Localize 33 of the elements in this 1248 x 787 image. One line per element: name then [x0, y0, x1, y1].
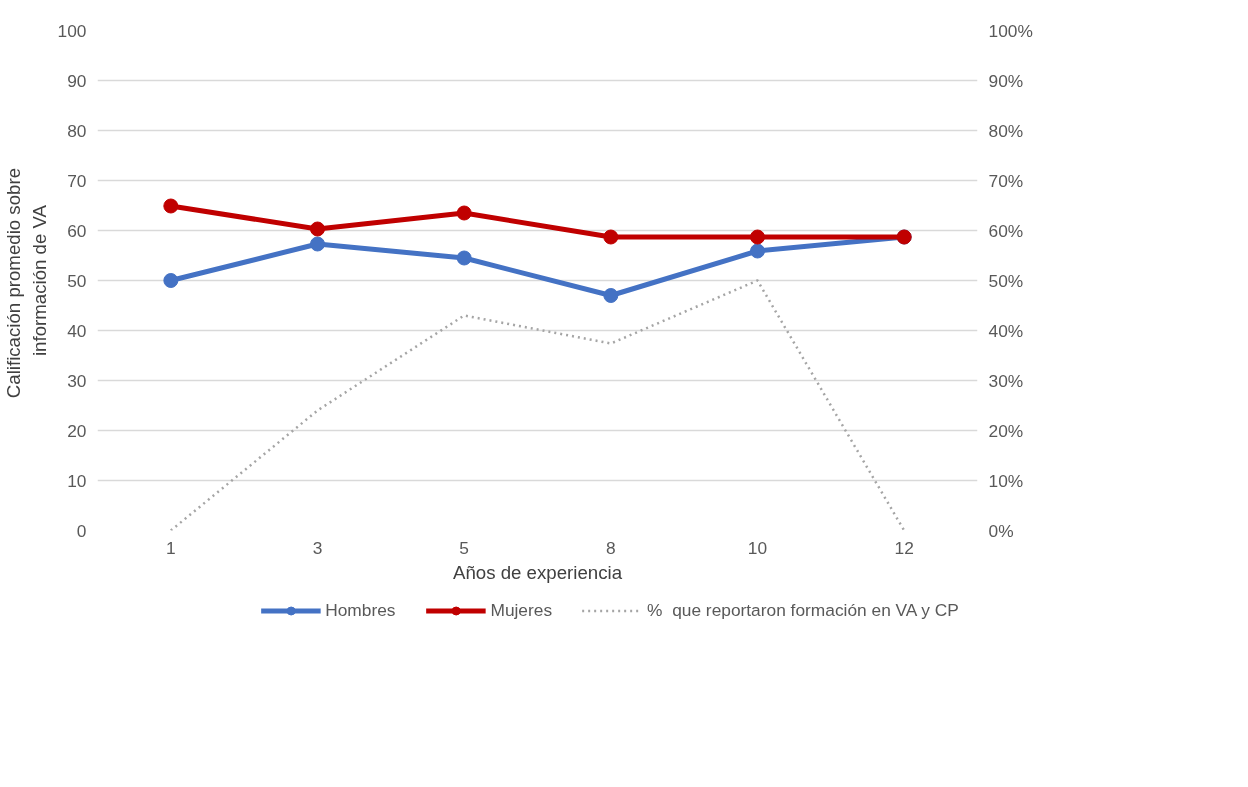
x-tick-label: 5	[459, 537, 469, 558]
x-tick-label: 3	[312, 537, 323, 558]
legend-label: Mujeres	[490, 599, 553, 621]
y-axis-title: Calificación promedio sobre información de VA	[3, 167, 50, 399]
y2-tick-label: 50%	[988, 270, 1024, 291]
y-tick-label: 50	[67, 270, 87, 291]
legend-label: Hombres	[325, 599, 396, 621]
y-tick-label: 0	[76, 520, 87, 541]
y-tick-label: 20	[67, 420, 87, 441]
y-tick-label: 70	[67, 170, 87, 191]
y-tick-label: 40	[67, 320, 87, 341]
y2-tick-label: 70%	[988, 170, 1024, 191]
y-tick-label: 100	[57, 20, 87, 41]
x-tick-label: 12	[894, 537, 914, 558]
legend-label: % que reportaron formación en VA y CP	[647, 599, 959, 621]
y2-tick-label: 30%	[988, 370, 1024, 391]
y2-tick-label: 80%	[988, 120, 1024, 141]
y-tick-label: 10	[67, 470, 87, 491]
y-tick-label: 60	[67, 220, 87, 241]
y-tick-label: 80	[67, 120, 87, 141]
y2-tick-label: 0%	[988, 520, 1014, 541]
x-tick-label: 1	[166, 537, 176, 558]
x-tick-label: 8	[606, 537, 616, 558]
y2-tick-label: 20%	[988, 420, 1024, 441]
y2-tick-label: 100%	[988, 20, 1033, 41]
y-tick-label: 30	[67, 370, 87, 391]
y2-tick-label: 10%	[988, 470, 1024, 491]
y2-tick-label: 90%	[988, 70, 1024, 91]
y-tick-label: 90	[67, 70, 87, 91]
y2-tick-label: 40%	[988, 320, 1024, 341]
x-axis-title: Años de experiencia	[452, 561, 623, 583]
x-tick-label: 10	[747, 537, 768, 558]
y2-tick-label: 60%	[988, 220, 1024, 241]
